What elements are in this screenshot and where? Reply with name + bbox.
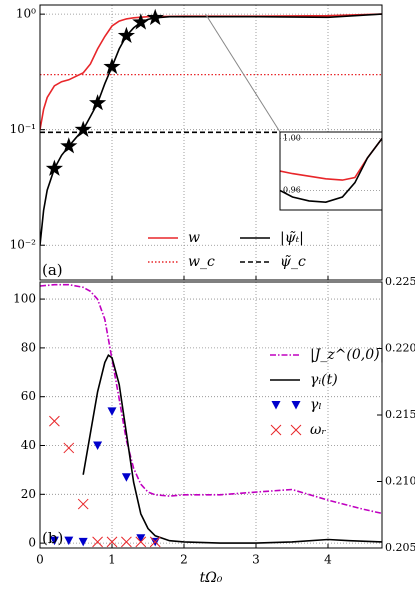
panel-label: (b) (42, 529, 63, 547)
x-tick-label: 0 (36, 553, 44, 567)
x-marker (92, 536, 103, 548)
legend-swatch (270, 424, 282, 436)
y-tick-label: 40 (21, 438, 36, 452)
inset-frame (279, 131, 383, 211)
legend-label: γₗ (310, 397, 322, 413)
y2-tick-label: 0.205 (385, 541, 415, 554)
triangle-marker (136, 534, 146, 543)
x-axis-label: tΩ₀ (200, 570, 223, 586)
triangle-marker (78, 537, 88, 547)
legend-label: ωᵣ (310, 422, 326, 438)
x-marker (106, 536, 118, 548)
legend-swatch (271, 401, 281, 410)
panel-label: (a) (42, 261, 63, 279)
y-tick-label: 10⁻² (10, 238, 37, 252)
legend-label: w_c (188, 254, 215, 270)
series-line (82, 354, 382, 544)
y2-tick-label: 0.220 (385, 342, 415, 355)
y-tick-label: 10⁰ (16, 7, 36, 21)
star-marker (146, 8, 164, 26)
triangle-marker (121, 473, 131, 482)
star-marker (132, 13, 150, 30)
y-tick-label: 20 (21, 487, 36, 501)
triangle-marker (107, 407, 117, 416)
y-tick-label: 0 (28, 536, 36, 550)
x-marker (121, 536, 132, 548)
legend-label: γᵢ(t) (310, 372, 338, 388)
y-tick-label: 60 (21, 389, 36, 403)
inset-bg (280, 132, 382, 210)
x-tick-label: 4 (324, 553, 332, 567)
x-tick-label: 1 (108, 553, 116, 567)
zoom-connector (205, 13, 281, 133)
legend-label: |J_z^(0,0)| (310, 347, 384, 363)
y2-tick-label: 0.215 (385, 408, 415, 421)
x-marker (135, 536, 147, 548)
triangle-marker (93, 441, 103, 451)
triangle-marker (64, 536, 74, 546)
star-marker (74, 120, 92, 137)
legend-label: ψ̃_c (280, 254, 306, 270)
x-marker (49, 415, 60, 427)
x-tick-label: 3 (252, 553, 260, 567)
legend-label: w (188, 230, 200, 246)
legend-swatch (290, 424, 302, 436)
star-marker (117, 26, 135, 43)
series-line (40, 283, 382, 515)
y-tick-label: 10⁻¹ (10, 122, 36, 136)
legend-swatch (291, 401, 301, 410)
star-marker (45, 159, 63, 176)
star-marker (103, 57, 121, 75)
x-marker (63, 442, 75, 454)
inset-tick-label: 0.96 (283, 186, 301, 195)
y-tick-label: 80 (21, 340, 36, 354)
star-marker (89, 94, 107, 111)
triangle-marker (49, 536, 59, 546)
x-tick-label: 2 (180, 553, 188, 567)
x-marker (77, 498, 89, 510)
y2-tick-label: 0.225 (385, 275, 415, 288)
plot-frame (39, 281, 383, 549)
star-marker (60, 137, 78, 154)
inset-tick-label: 1.00 (283, 134, 301, 143)
series-line (280, 138, 382, 204)
y2-tick-label: 0.210 (385, 475, 415, 488)
y-tick-label: 100 (13, 292, 36, 306)
x-marker (149, 536, 161, 548)
legend-label: |ψ̃ₜ| (280, 230, 304, 246)
